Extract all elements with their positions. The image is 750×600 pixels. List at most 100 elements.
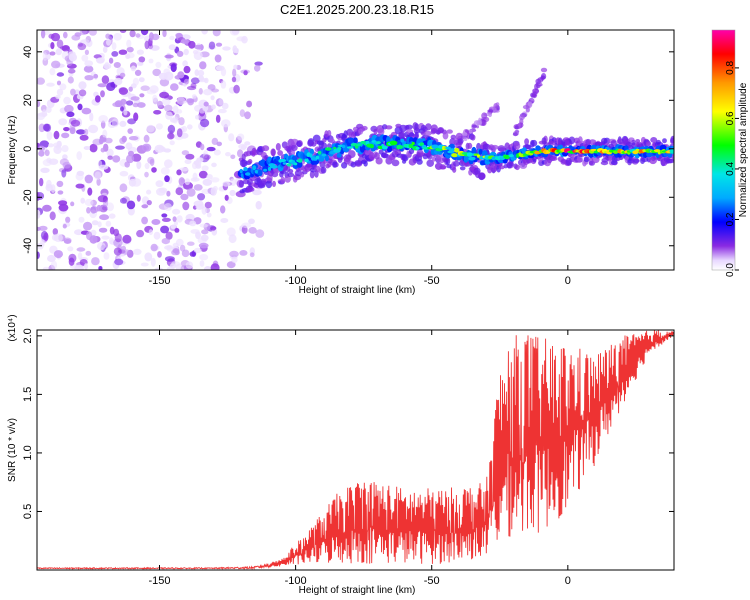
- spectrogram-noise-blob: [74, 89, 80, 95]
- spectrogram-noise-blob: [84, 75, 94, 81]
- spectrogram-noise-blob: [70, 201, 75, 207]
- spectrogram-noise-blob: [53, 233, 64, 243]
- spectrogram-noise-blob: [164, 159, 173, 169]
- spectrogram-ridge-core: [411, 141, 415, 146]
- spectrogram-ridge-core: [377, 145, 384, 150]
- spectrogram-noise-blob: [199, 61, 207, 70]
- spectrogram-ridge-halo: [641, 157, 649, 163]
- spectrogram-noise-blob: [98, 115, 108, 123]
- spectrogram-noise-blob: [49, 211, 56, 221]
- spectrogram-noise-blob: [172, 216, 177, 222]
- spectrogram-ridge-core: [346, 146, 354, 149]
- spectrogram-noise-blob: [221, 102, 229, 110]
- spectrogram-noise-blob: [143, 134, 150, 143]
- spectrogram-noise-blob: [185, 261, 194, 269]
- spectrogram-noise-blob: [166, 190, 171, 197]
- spectrogram-ridge-halo: [332, 162, 339, 168]
- spectrogram-ridge-halo: [246, 187, 255, 192]
- spectrogram-ridge-halo: [541, 137, 547, 145]
- spectrogram-noise-blob: [40, 167, 50, 173]
- spectrogram-ridge-halo: [452, 166, 457, 173]
- spectrogram-noise-blob: [218, 98, 224, 106]
- spectrogram-noise-blob: [114, 258, 124, 266]
- spectrogram-noise-blob: [229, 30, 240, 36]
- spectrogram-noise-blob: [149, 32, 154, 41]
- spectrogram-noise-blob: [46, 82, 55, 87]
- spectrogram-y-tick-label: 40: [22, 46, 34, 58]
- spectrogram-noise-blob: [198, 108, 206, 114]
- spectrogram-plot-area: [37, 30, 674, 270]
- spectrogram-ridge-halo: [610, 140, 617, 147]
- spectrogram-ridge-core: [445, 146, 451, 150]
- spectrogram-ridge-mid: [257, 169, 263, 177]
- spectrogram-noise-blob: [78, 81, 87, 90]
- spectrogram-noise-blob: [118, 49, 128, 55]
- spectrogram-branch-blob: [541, 73, 547, 80]
- spectrogram-noise-blob: [83, 128, 89, 136]
- spectrogram-noise-blob: [113, 247, 122, 256]
- spectrogram-noise-blob: [169, 140, 175, 146]
- spectrogram-noise-blob: [70, 88, 76, 96]
- spectrogram-noise-blob: [67, 68, 76, 74]
- spectrogram-noise-blob: [124, 161, 130, 168]
- spectrogram-ridge-halo: [358, 128, 364, 135]
- spectrogram-x-tick-label: -50: [424, 275, 440, 287]
- spectrogram-noise-blob: [76, 151, 82, 161]
- spectrogram-ridge-core: [396, 145, 404, 149]
- spectrogram-ridge-halo: [405, 124, 413, 130]
- colorbar-tick-label: 0.6: [725, 111, 736, 125]
- spectrogram-noise-blob: [85, 250, 92, 256]
- spectrogram-noise-blob: [63, 127, 70, 132]
- spectrogram-noise-blob: [237, 149, 244, 158]
- spectrogram-ridge-halo: [670, 135, 674, 144]
- spectrogram-noise-blob: [103, 252, 110, 260]
- spectrogram-noise-blob: [176, 215, 183, 223]
- spectrogram-noise-blob: [141, 204, 149, 209]
- spectrogram-noise-blob: [56, 39, 64, 49]
- spectrogram-noise-blob: [249, 252, 255, 258]
- colorbar-tick-label: 0.8: [725, 61, 736, 75]
- spectrogram-noise-blob: [197, 69, 205, 77]
- spectrogram-noise-blob: [63, 96, 71, 105]
- spectrogram-noise-blob: [59, 158, 69, 166]
- spectrogram-noise-blob: [228, 133, 235, 142]
- spectrogram-noise-blob: [233, 64, 238, 70]
- spectrogram-noise-blob: [151, 219, 161, 225]
- spectrogram-noise-blob: [97, 160, 103, 168]
- spectrogram-noise-blob: [136, 229, 145, 238]
- spectrogram-branch-blob: [532, 91, 538, 99]
- spectrogram-noise-blob: [122, 234, 132, 244]
- spectrogram-noise-blob: [187, 124, 193, 130]
- spectrogram-ridge-halo: [279, 171, 284, 178]
- spectrogram-ridge-core: [267, 166, 272, 172]
- spectrogram-noise-blob: [126, 92, 132, 97]
- spectrogram-noise-blob: [231, 256, 238, 264]
- spectrogram-ridge-mid: [471, 146, 477, 155]
- spectrogram-ridge-core: [375, 141, 381, 145]
- spectrogram-noise-blob: [162, 30, 167, 38]
- spectrogram-ridge-halo: [431, 156, 437, 162]
- spectrogram-y-label: Frequency (Hz): [7, 116, 18, 185]
- spectrogram-noise-blob: [96, 57, 105, 64]
- spectrogram-noise-blob: [97, 221, 102, 228]
- spectrogram-noise-blob: [167, 132, 175, 140]
- spectrogram-ridge-halo: [603, 137, 611, 145]
- spectrogram-noise-blob: [206, 146, 216, 152]
- colorbar-gradient: [712, 30, 735, 270]
- spectrogram-noise-blob: [220, 205, 226, 214]
- spectrogram-ridge-halo: [583, 156, 590, 163]
- spectrogram-noise-blob: [180, 265, 188, 270]
- spectrogram-ridge-core: [286, 163, 292, 167]
- spectrogram-noise-blob: [90, 206, 99, 214]
- spectrogram-noise-blob: [74, 229, 84, 236]
- spectrogram-noise-blob: [126, 154, 135, 164]
- spectrogram-noise-blob: [175, 187, 184, 196]
- spectrogram-noise-blob: [37, 77, 45, 85]
- spectrogram-ridge-halo: [650, 137, 658, 143]
- spectrogram-noise-blob: [94, 171, 102, 180]
- colorbar-tick-label: 0.2: [725, 212, 736, 226]
- spectrogram-noise-blob: [182, 201, 190, 211]
- spectrogram-noise-blob: [63, 239, 72, 244]
- spectrogram-ridge-mid: [336, 152, 342, 158]
- spectrogram-noise-blob: [208, 41, 216, 50]
